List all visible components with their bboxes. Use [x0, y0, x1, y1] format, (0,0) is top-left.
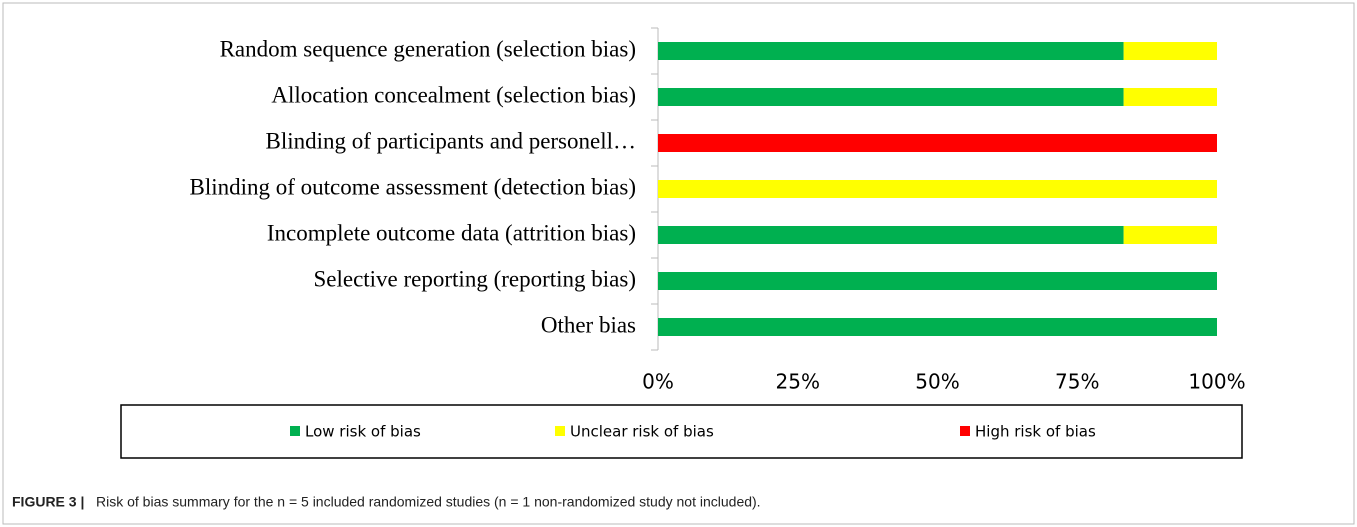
bar-segment [1123, 42, 1217, 60]
x-tick-label: 100% [1188, 370, 1245, 394]
legend-swatch [960, 426, 970, 436]
legend-swatch [290, 426, 300, 436]
bar-segment [658, 134, 1217, 152]
x-tick-label: 0% [642, 370, 674, 394]
bar-segment [658, 318, 1217, 336]
caption: Risk of bias summary for the n = 5 inclu… [96, 494, 761, 510]
caption-label: FIGURE 3 | [12, 494, 84, 510]
category-label: Blinding of outcome assessment (detectio… [190, 174, 637, 199]
bar-segment [658, 226, 1124, 244]
category-label: Other bias [541, 312, 636, 337]
x-tick-label: 50% [915, 370, 959, 394]
x-tick-label: 25% [776, 370, 820, 394]
category-label: Allocation concealment (selection bias) [271, 82, 636, 107]
category-label: Blinding of participants and personell… [266, 128, 636, 153]
x-tick-label: 75% [1055, 370, 1099, 394]
bar-segment [658, 88, 1124, 106]
bar-segment [1123, 88, 1217, 106]
category-label: Selective reporting (reporting bias) [313, 266, 636, 291]
bar-segment [1123, 226, 1217, 244]
legend-swatch [555, 426, 565, 436]
category-label: Random sequence generation (selection bi… [220, 36, 636, 61]
bar-segment [658, 272, 1217, 290]
legend-label: Low risk of bias [305, 423, 421, 441]
legend-label: High risk of bias [975, 423, 1096, 441]
category-label: Incomplete outcome data (attrition bias) [267, 220, 636, 245]
legend-label: Unclear risk of bias [570, 423, 714, 441]
bar-segment [658, 180, 1217, 198]
legend-box [120, 404, 1243, 459]
bar-segment [658, 42, 1124, 60]
